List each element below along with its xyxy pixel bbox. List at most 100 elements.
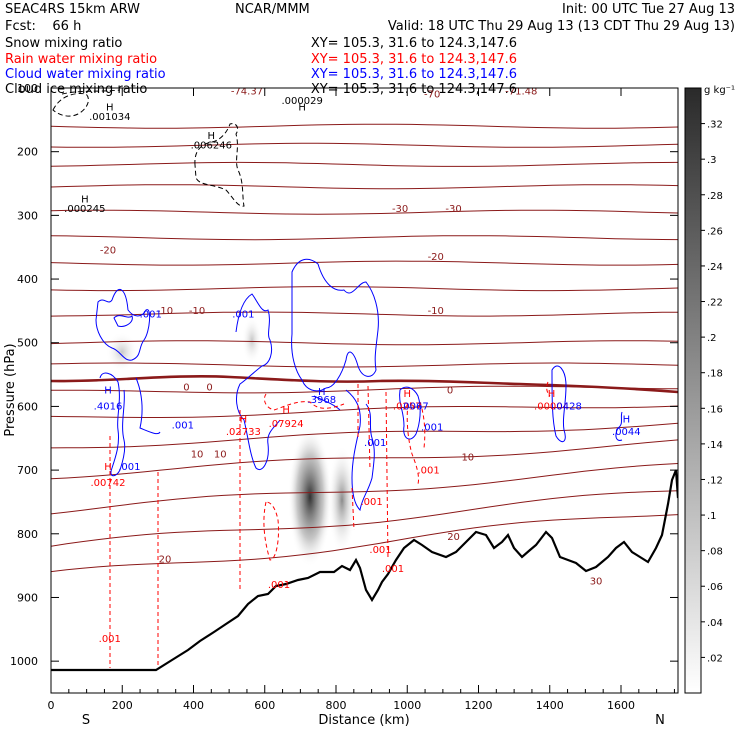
y-tick-label: 600 [17,400,38,413]
colorbar-ramp [684,87,702,694]
cloud-water-label: .0428 [553,402,582,413]
legend-cloud-ice: Cloud ice mixing ratio [5,82,147,97]
cloud-water-label: .001 [421,423,443,434]
rain-label: .0257 [393,402,422,413]
colorbar-tick-label: .26 [707,226,723,237]
temperature-label: 10 [214,449,227,460]
colorbar-tick-label: .18 [707,369,723,380]
temperature-label: -20 [100,246,116,257]
x-tick-label: 600 [254,699,275,712]
isotherm-line [51,235,678,241]
cloud-water-label: .001 [232,309,254,320]
x-tick-label: 800 [326,699,347,712]
y-tick-label: 900 [17,591,38,604]
center-label: NCAR/MMM [235,2,310,17]
ice-snow-label: .001034 [89,112,130,123]
freezing-level-line [51,375,678,394]
cloud-water-label: H [623,414,631,425]
init-time: Init: 00 UTC Tue 27 Aug 13 [562,2,735,17]
x-tick-label: 1600 [607,699,635,712]
snow-shading [106,316,356,567]
x-tick-label: 400 [183,699,204,712]
x-tick-label: 1000 [393,699,421,712]
cloud-water-label: .0067 [400,402,429,413]
rain-label: .001 [369,545,391,556]
cloud-water-contours [95,258,623,512]
isotherm-line [51,286,678,292]
isotherm-line [51,209,678,215]
y-tick-label: 300 [17,209,38,222]
colorbar-tick-label: .16 [707,404,723,415]
isotherm-line [51,311,678,317]
terrain-line [51,469,678,672]
axis-ticks: 0 200 400 600 800 1000 1200 1400 160010020030040… [10,82,678,712]
temperature-label: 20 [159,554,172,565]
legend-snow: Snow mixing ratio [5,36,122,51]
cloud-water-label: .4016 [94,402,123,413]
rain-label: H [403,389,411,400]
rain-label: .001 [99,634,121,645]
isotherm-lines [51,123,678,573]
rain-label: H [282,405,290,416]
temperature-label: -71.48 [505,86,537,97]
rain-label: .001 [382,564,404,575]
y-tick-label: 400 [17,273,38,286]
temperature-label: 30 [152,707,165,718]
legend-rain: Rain water mixing ratio [5,52,157,67]
rain-label: H [104,462,112,473]
x-tick-label: 1400 [536,699,564,712]
isotherm-line [51,439,678,480]
isotherm-line [51,260,678,266]
legend-cloud-water-xy: XY= 105.3, 31.6 to 124.3,147.6 [311,67,517,82]
ice-snow-label: H [298,102,306,113]
x-tick-label: 1200 [465,699,493,712]
temperature-label: -20 [428,252,444,263]
cloud-water-label: .001 [118,462,140,473]
temperature-label: -74.37 [231,86,263,97]
y-tick-label: 100 [17,82,38,95]
model-title: SEAC4RS 15km ARW [5,2,140,17]
x-end-label-south: S [82,713,90,728]
temperature-label: -30 [392,204,408,215]
temperature-label: 30 [590,577,603,588]
rain-water-contours [109,381,551,668]
rain-label: H [240,414,248,425]
colorbar-tick-label: .12 [707,475,723,486]
temperature-label: -10 [189,306,205,317]
legend-cloud-ice-xy: XY= 105.3, 31.6 to 124.3,147.6 [311,82,517,97]
cloud-water-label: H [104,386,112,397]
rain-label: .001 [360,497,382,508]
legend-rain-xy: XY= 105.3, 31.6 to 124.3,147.6 [311,52,517,67]
legend: Snow mixing ratio XY= 105.3, 31.6 to 124… [5,36,517,97]
cloud-water-label: .001 [172,421,194,432]
isotherm-line [51,514,678,573]
x-axis-label: Distance (km) [318,713,409,728]
ice-snow-label: .006246 [191,141,232,152]
colorbar-tick-label: .1 [707,511,717,522]
rain-label: .001 [268,580,290,591]
y-tick-label: 700 [17,464,38,477]
x-tick-label: 200 [112,699,133,712]
y-tick-label: 1000 [10,655,38,668]
temperature-label: 0 [183,383,189,394]
x-tick-label: 0 [48,699,55,712]
cloud-water-label: .3968 [307,395,336,406]
isotherm-line [51,340,678,346]
isotherm-line [51,142,678,148]
rain-label: .00742 [91,478,126,489]
temperature-label: 0 [447,386,453,397]
isotherm-line [51,463,678,515]
y-axis-label: Pressure (hPa) [3,343,18,436]
ice-snow-label: .000245 [64,204,105,215]
ice-snow-label: .000029 [281,96,322,107]
colorbar-tick-label: .24 [707,262,723,273]
cloud-water-label: .001 [364,438,386,449]
forecast-hour: Fcst: 66 h [5,19,81,34]
ice-snow-label: H [81,195,89,206]
y-tick-label: 200 [17,146,38,159]
rain-label: .02733 [226,427,261,438]
isotherm-line [51,184,678,190]
colorbar-tick-label: .08 [707,547,723,558]
colorbar-tick-label: .32 [707,120,723,131]
rain-label: .001 [417,465,439,476]
